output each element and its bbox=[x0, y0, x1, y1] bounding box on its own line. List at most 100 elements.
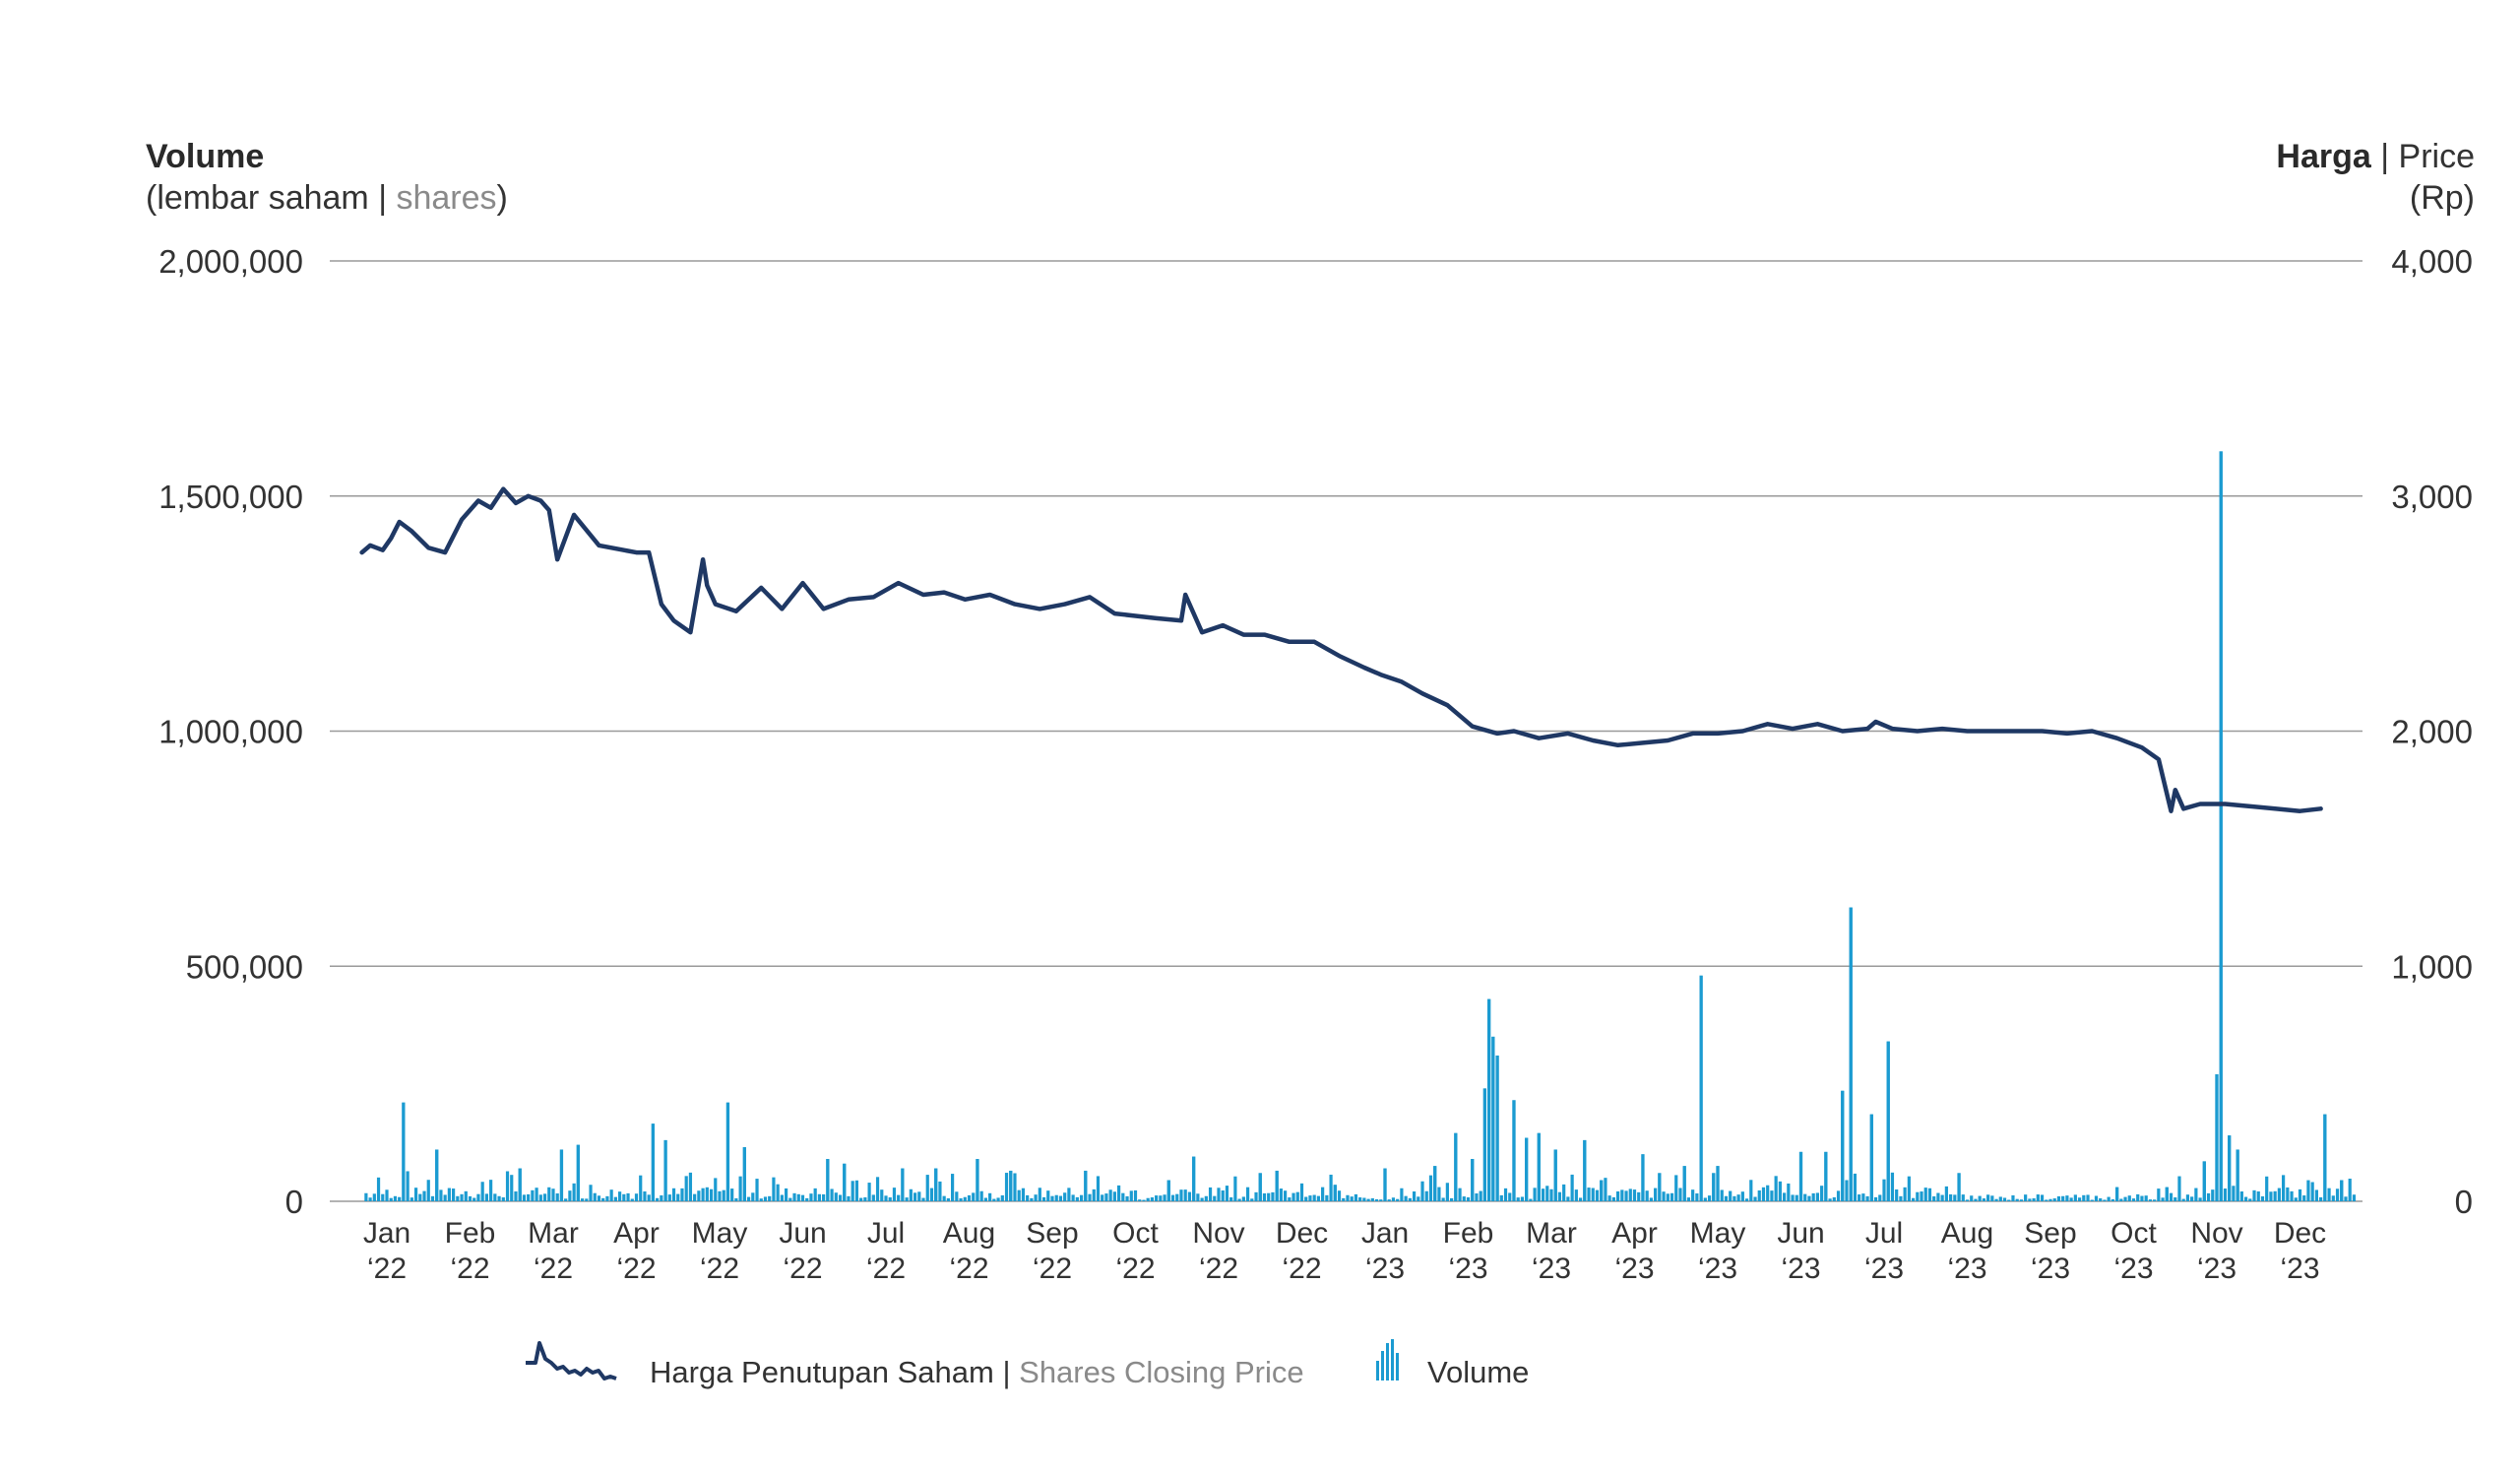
volume-bar bbox=[585, 1198, 589, 1201]
volume-bar bbox=[601, 1197, 605, 1201]
x-tick-label-year: ‘23 bbox=[2280, 1252, 2319, 1285]
volume-bar bbox=[1450, 1197, 1454, 1201]
x-tick-label-year: ‘23 bbox=[2031, 1252, 2070, 1285]
volume-bar bbox=[734, 1197, 738, 1201]
volume-bar bbox=[1740, 1191, 1744, 1201]
volume-peak-bar bbox=[1166, 1180, 1170, 1201]
volume-bar bbox=[1994, 1198, 1998, 1201]
volume-bar bbox=[613, 1196, 617, 1201]
volume-bar bbox=[2123, 1196, 2127, 1201]
volume-tick-label: 1,500,000 bbox=[158, 479, 303, 515]
volume-bar bbox=[2190, 1196, 2194, 1201]
volume-bar bbox=[2056, 1195, 2061, 1201]
volume-bar bbox=[1936, 1192, 1940, 1201]
volume-bar bbox=[1566, 1196, 1570, 1201]
volume-bar bbox=[460, 1193, 464, 1201]
volume-bar bbox=[2302, 1195, 2306, 1201]
volume-bar bbox=[1662, 1191, 1666, 1201]
volume-bar bbox=[2015, 1198, 2019, 1201]
volume-bar bbox=[2181, 1198, 2185, 1201]
volume-bar bbox=[1707, 1195, 1712, 1201]
volume-bar bbox=[618, 1191, 622, 1201]
volume-bar bbox=[398, 1196, 402, 1201]
volume-bar bbox=[1695, 1192, 1699, 1201]
volume-bar bbox=[1882, 1179, 1886, 1201]
volume-bar bbox=[884, 1195, 888, 1201]
volume-bar bbox=[1811, 1192, 1815, 1201]
volume-bar bbox=[1787, 1183, 1791, 1201]
volume-bar bbox=[1949, 1193, 1953, 1201]
volume-bar bbox=[1861, 1193, 1865, 1201]
volume-bar bbox=[805, 1197, 809, 1201]
volume-peak-bar bbox=[1886, 1041, 1890, 1201]
volume-peak-bar bbox=[934, 1168, 938, 1201]
volume-bar bbox=[2298, 1188, 2302, 1201]
volume-bar bbox=[489, 1180, 493, 1201]
volume-peak-bar bbox=[402, 1102, 406, 1201]
x-tick-label-year: ‘23 bbox=[1614, 1252, 1654, 1285]
volume-bar bbox=[2110, 1198, 2114, 1201]
volume-bar bbox=[2036, 1194, 2040, 1201]
volume-bar bbox=[1424, 1190, 1428, 1201]
volume-bar bbox=[1358, 1197, 1362, 1201]
volume-bar bbox=[859, 1197, 863, 1201]
volume-bar bbox=[2045, 1199, 2048, 1201]
volume-bar bbox=[1170, 1194, 1175, 1201]
volume-bar bbox=[1050, 1195, 1054, 1201]
volume-bar bbox=[2086, 1194, 2090, 1201]
volume-bar bbox=[656, 1197, 660, 1201]
volume-bar bbox=[1271, 1191, 1275, 1201]
volume-peak-bar bbox=[1333, 1185, 1337, 1201]
volume-bar bbox=[1595, 1189, 1600, 1201]
volume-bar bbox=[1899, 1195, 1903, 1201]
volume-bar bbox=[430, 1195, 435, 1201]
volume-bar bbox=[1316, 1195, 1320, 1201]
volume-bar bbox=[580, 1198, 585, 1201]
volume-bar bbox=[1783, 1192, 1787, 1201]
volume-bar bbox=[834, 1192, 838, 1201]
volume-bar bbox=[418, 1193, 422, 1201]
x-tick-label-year: ‘23 bbox=[1781, 1252, 1820, 1285]
volume-peak-bar bbox=[1841, 1090, 1845, 1201]
volume-bar bbox=[2144, 1195, 2148, 1201]
volume-bar bbox=[688, 1172, 693, 1201]
volume-peak-bar bbox=[1824, 1151, 1828, 1201]
x-tick-label-month: Nov bbox=[2190, 1217, 2242, 1250]
volume-bar bbox=[2103, 1199, 2107, 1201]
volume-bar bbox=[1445, 1183, 1449, 1201]
volume-bar bbox=[892, 1188, 897, 1201]
volume-bar bbox=[1982, 1198, 1985, 1201]
volume-bar bbox=[2002, 1197, 2007, 1201]
volume-bar bbox=[988, 1192, 992, 1201]
volume-tick-label: 1,000,000 bbox=[158, 714, 303, 750]
price-tick-label: 1,000 bbox=[2391, 948, 2473, 985]
volume-bar bbox=[1729, 1190, 1732, 1201]
volume-bar bbox=[1237, 1198, 1241, 1201]
x-tick-label-month: Apr bbox=[1611, 1217, 1658, 1250]
volume-bar bbox=[667, 1194, 671, 1201]
x-tick-label-year: ‘22 bbox=[1199, 1252, 1238, 1285]
volume-bar bbox=[1030, 1197, 1034, 1201]
volume-bar bbox=[1108, 1189, 1112, 1201]
volume-bar bbox=[1038, 1188, 1041, 1201]
volume-bar bbox=[772, 1177, 776, 1201]
volume-bar bbox=[660, 1194, 663, 1201]
volume-peak-bar bbox=[2236, 1149, 2239, 1201]
x-tick-label-year: ‘22 bbox=[450, 1252, 489, 1285]
volume-bar bbox=[792, 1192, 796, 1201]
volume-peak-bar bbox=[1699, 975, 1703, 1201]
volume-bar bbox=[2082, 1194, 2086, 1201]
x-tick-label-year: ‘22 bbox=[949, 1252, 988, 1285]
volume-bar bbox=[385, 1189, 389, 1201]
volume-bar bbox=[1890, 1172, 1895, 1201]
x-tick-label-year: ‘22 bbox=[1033, 1252, 1072, 1285]
volume-peak-bar bbox=[826, 1159, 830, 1201]
volume-bar bbox=[1766, 1185, 1770, 1201]
volume-bar bbox=[2011, 1194, 2015, 1201]
x-tick-label-month: Aug bbox=[1941, 1217, 1993, 1250]
volume-bar bbox=[531, 1189, 535, 1201]
volume-axis-title: Volume (lembar saham | shares) bbox=[146, 136, 508, 219]
volume-bar bbox=[871, 1194, 875, 1201]
x-tick-label-month: Jul bbox=[867, 1217, 905, 1250]
volume-bar bbox=[1791, 1194, 1795, 1201]
